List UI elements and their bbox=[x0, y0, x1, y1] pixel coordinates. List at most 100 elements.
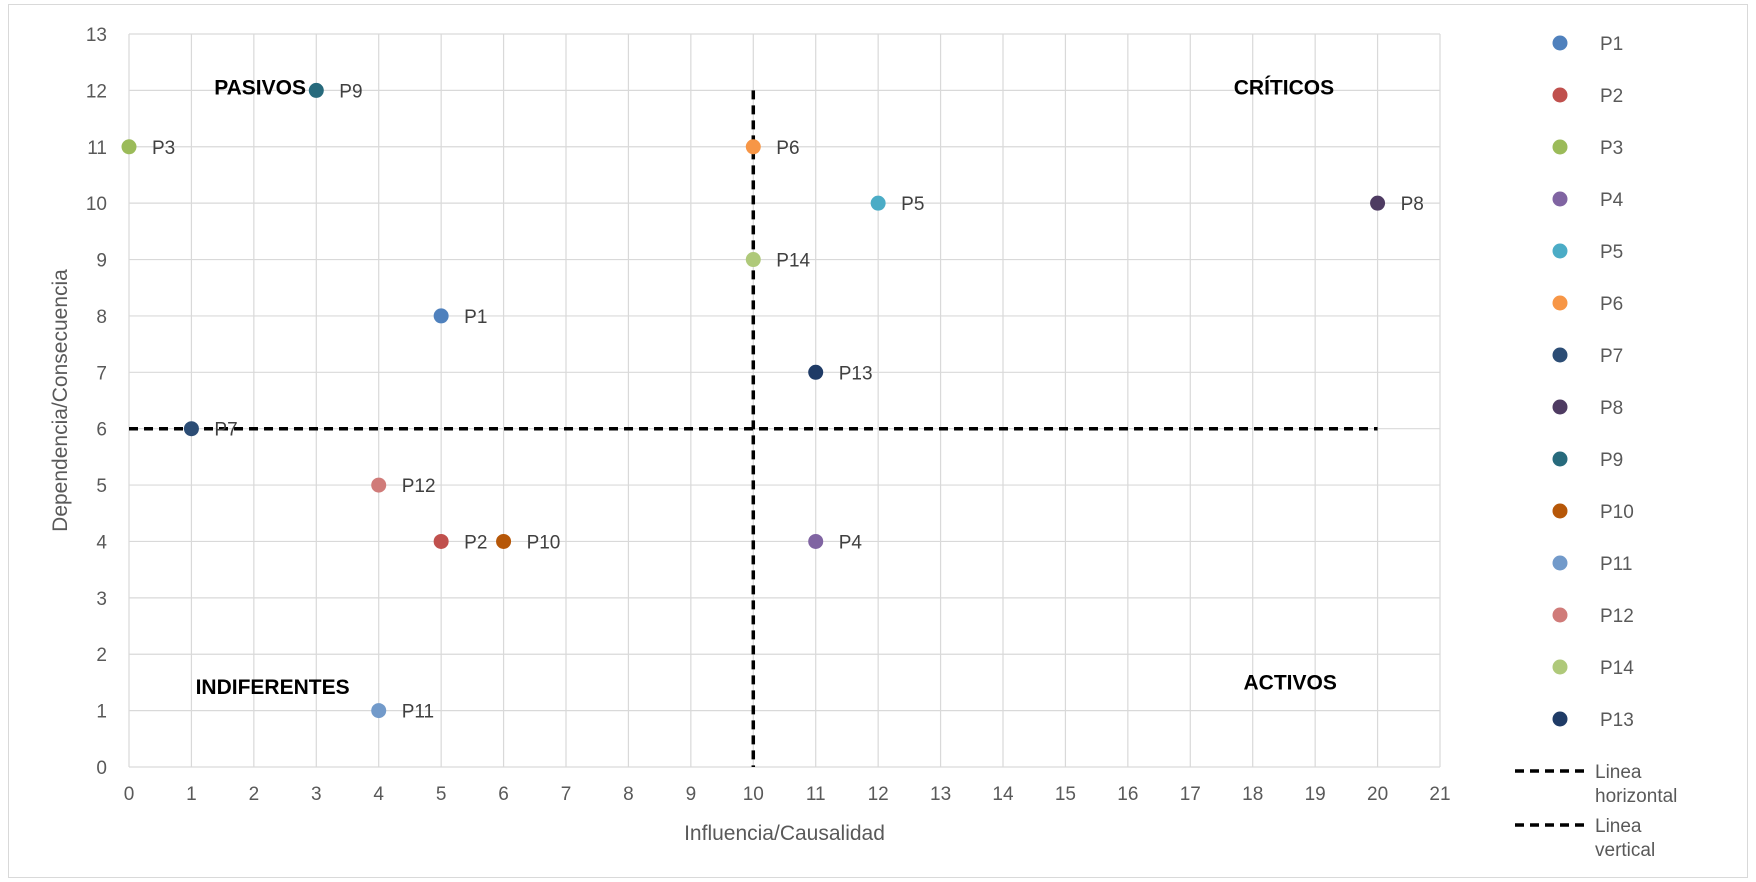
x-tick-label: 21 bbox=[1429, 784, 1450, 805]
legend-label-line: Linea bbox=[1595, 816, 1642, 837]
x-tick-label: 19 bbox=[1305, 784, 1326, 805]
y-tick-label: 10 bbox=[86, 194, 107, 215]
data-point-label: P14 bbox=[776, 251, 810, 272]
y-axis-title: Dependencia/Consecuencia bbox=[49, 269, 72, 532]
axis-ticks: 0 1 2 3 4 5 6 7 8 9 10 11 12 13 14 15 16 17 18 19 20 21012345… bbox=[86, 25, 1451, 805]
x-tick-label: 15 bbox=[1055, 784, 1076, 805]
data-point bbox=[870, 195, 886, 211]
data-point-label: P2 bbox=[464, 532, 487, 553]
x-tick-label: 14 bbox=[992, 784, 1014, 805]
legend-label: P8 bbox=[1600, 398, 1623, 419]
quadrant-labels: PASIVOS CRÍTICOS INDIFERENTES ACTIVOS bbox=[196, 77, 1337, 699]
legend-marker bbox=[1552, 659, 1568, 675]
data-point bbox=[371, 477, 387, 493]
data-point bbox=[808, 364, 824, 380]
y-tick-label: 5 bbox=[96, 476, 107, 497]
y-tick-label: 1 bbox=[96, 702, 107, 723]
legend-label: P11 bbox=[1600, 554, 1632, 575]
x-tick-label: 4 bbox=[373, 784, 384, 805]
quadrant-label: PASIVOS bbox=[214, 77, 306, 100]
data-point bbox=[1370, 195, 1386, 211]
legend-label: P5 bbox=[1600, 242, 1623, 263]
x-tick-label: 7 bbox=[561, 784, 572, 805]
chart-frame bbox=[8, 4, 1748, 878]
x-tick-label: 18 bbox=[1242, 784, 1263, 805]
data-point-label: P1 bbox=[464, 307, 487, 328]
y-tick-label: 3 bbox=[96, 589, 107, 610]
data-point-label: P9 bbox=[339, 81, 362, 102]
data-point-label: P8 bbox=[1401, 194, 1424, 215]
data-point bbox=[371, 703, 387, 719]
data-point-label: P6 bbox=[776, 138, 799, 159]
legend-marker bbox=[1552, 139, 1568, 155]
legend-marker bbox=[1552, 87, 1568, 103]
legend-marker bbox=[1552, 347, 1568, 363]
legend-marker bbox=[1552, 555, 1568, 571]
legend-marker bbox=[1552, 243, 1568, 259]
data-point bbox=[308, 82, 324, 98]
legend-label: P4 bbox=[1600, 190, 1624, 211]
x-tick-label: 1 bbox=[186, 784, 197, 805]
x-tick-label: 16 bbox=[1117, 784, 1138, 805]
y-tick-label: 7 bbox=[96, 363, 107, 384]
legend-marker bbox=[1552, 191, 1568, 207]
legend-marker bbox=[1552, 399, 1568, 415]
x-tick-label: 10 bbox=[743, 784, 764, 805]
y-tick-label: 4 bbox=[96, 532, 107, 553]
x-tick-label: 17 bbox=[1180, 784, 1201, 805]
quadrant-label: INDIFERENTES bbox=[196, 676, 350, 699]
data-point bbox=[808, 533, 824, 549]
data-point-label: P5 bbox=[901, 194, 924, 215]
x-tick-label: 11 bbox=[806, 784, 826, 805]
legend-marker bbox=[1552, 711, 1568, 727]
y-tick-label: 8 bbox=[96, 307, 107, 328]
x-tick-label: 0 bbox=[124, 784, 135, 805]
y-tick-label: 2 bbox=[96, 645, 107, 666]
y-tick-label: 9 bbox=[96, 251, 107, 272]
legend: P1 P2 P3 P4 P5 P6 P7 P8 P9 P10 P11 P12 P14 P13 Linea ho… bbox=[1515, 34, 1677, 861]
x-tick-label: 9 bbox=[686, 784, 697, 805]
y-tick-label: 13 bbox=[86, 25, 107, 46]
x-tick-label: 3 bbox=[311, 784, 322, 805]
data-point bbox=[496, 533, 512, 549]
legend-label-line: horizontal bbox=[1595, 786, 1677, 807]
y-tick-label: 0 bbox=[96, 758, 107, 779]
legend-label: P9 bbox=[1600, 450, 1623, 471]
quadrant-label: ACTIVOS bbox=[1243, 671, 1336, 694]
legend-marker bbox=[1552, 295, 1568, 311]
x-tick-label: 5 bbox=[436, 784, 447, 805]
legend-marker bbox=[1552, 451, 1568, 467]
legend-label: P3 bbox=[1600, 138, 1623, 159]
grid bbox=[128, 33, 1441, 768]
data-point-label: P4 bbox=[839, 532, 863, 553]
data-point bbox=[745, 139, 761, 155]
x-tick-label: 8 bbox=[623, 784, 634, 805]
data-point-label: P3 bbox=[152, 138, 175, 159]
x-tick-label: 12 bbox=[868, 784, 889, 805]
x-tick-label: 20 bbox=[1367, 784, 1388, 805]
legend-marker bbox=[1552, 35, 1568, 51]
data-point-label: P10 bbox=[527, 532, 561, 553]
legend-label: P13 bbox=[1600, 710, 1634, 731]
legend-label: P10 bbox=[1600, 502, 1634, 523]
x-tick-label: 6 bbox=[498, 784, 509, 805]
legend-label: P7 bbox=[1600, 346, 1623, 367]
data-point bbox=[183, 421, 199, 437]
data-point-label: P7 bbox=[214, 420, 237, 441]
x-axis-title: Influencia/Causalidad bbox=[684, 822, 885, 845]
data-point bbox=[121, 139, 137, 155]
y-tick-label: 6 bbox=[96, 420, 107, 441]
data-points: P1 P2 P3 P4 P5 P6 P7 P8 P9 P10 P11 P12 P14 P13 bbox=[121, 81, 1424, 723]
quadrant-label: CRÍTICOS bbox=[1234, 77, 1334, 100]
legend-label: Linea vertical bbox=[1595, 816, 1655, 861]
data-point bbox=[745, 252, 761, 268]
x-tick-label: 13 bbox=[930, 784, 951, 805]
legend-label: P2 bbox=[1600, 86, 1623, 107]
legend-label: P12 bbox=[1600, 606, 1634, 627]
legend-label: P1 bbox=[1600, 34, 1623, 55]
data-point bbox=[433, 308, 449, 324]
legend-label: Linea horizontal bbox=[1595, 762, 1677, 807]
data-point-label: P13 bbox=[839, 363, 873, 384]
legend-label: P6 bbox=[1600, 294, 1623, 315]
